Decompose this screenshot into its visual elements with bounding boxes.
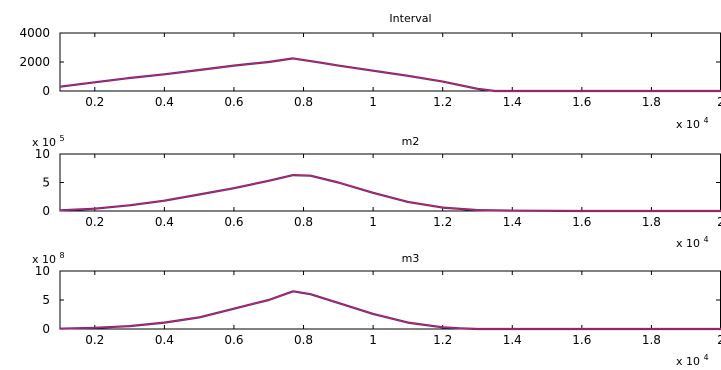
y-exponent-label: x 10 8	[32, 251, 65, 266]
x-tick-label: 1	[369, 95, 377, 109]
subplot-3: m30.20.40.60.811.21.41.61.820510x 10 8x …	[32, 251, 721, 368]
y-exponent-label: x 10 5	[32, 134, 65, 149]
x-tick-label: 2	[717, 215, 721, 229]
x-tick-label: 0.4	[155, 95, 174, 109]
series-line	[59, 57, 721, 92]
subplot-2: m20.20.40.60.811.21.41.61.820510x 10 5x …	[32, 134, 721, 250]
series-line	[59, 290, 721, 330]
x-tick-label: 0.2	[85, 333, 104, 347]
x-tick-label: 1.2	[433, 333, 452, 347]
x-tick-label: 1.6	[572, 95, 591, 109]
x-tick-label: 1	[369, 215, 377, 229]
x-tick-label: 0.8	[294, 95, 313, 109]
x-tick-label: 1.4	[503, 215, 522, 229]
y-exponent-power: 8	[60, 251, 65, 260]
x-exponent-label: x 10 4	[676, 116, 709, 131]
x-tick-label: 1.8	[642, 215, 661, 229]
x-exponent-base: x 10	[676, 118, 704, 131]
subplot-title: m3	[402, 252, 420, 265]
x-exponent-base: x 10	[676, 237, 704, 250]
x-tick-label: 1.4	[503, 333, 522, 347]
y-exponent-power: 5	[60, 134, 65, 143]
x-tick-label: 0.4	[155, 333, 174, 347]
x-exponent-label: x 10 4	[676, 235, 709, 250]
x-tick-label: 0.8	[294, 215, 313, 229]
x-tick-label: 0.2	[85, 215, 104, 229]
y-exponent-base: x 10	[32, 136, 60, 149]
x-tick-label: 0.6	[224, 95, 243, 109]
y-tick-label: 0	[42, 204, 50, 218]
y-tick-label: 10	[35, 147, 50, 161]
axes-box	[59, 153, 721, 212]
x-exponent-base: x 10	[676, 355, 704, 368]
x-tick-label: 1.2	[433, 95, 452, 109]
x-exponent-label: x 10 4	[676, 353, 709, 368]
y-tick-label: 2000	[19, 55, 50, 69]
x-exponent-power: 4	[704, 235, 709, 244]
x-tick-label: 0.6	[224, 333, 243, 347]
y-tick-label: 0	[42, 322, 50, 336]
x-tick-label: 1.8	[642, 333, 661, 347]
x-tick-label: 2	[717, 333, 721, 347]
x-exponent-power: 4	[704, 353, 709, 362]
x-tick-label: 1.6	[572, 333, 591, 347]
x-tick-label: 2	[717, 95, 721, 109]
x-tick-label: 1.6	[572, 215, 591, 229]
y-tick-label: 10	[35, 264, 50, 278]
axes-box	[59, 270, 721, 330]
x-tick-label: 0.4	[155, 215, 174, 229]
y-tick-label: 0	[42, 84, 50, 98]
y-tick-label: 4000	[19, 26, 50, 40]
x-tick-label: 0.6	[224, 215, 243, 229]
x-tick-label: 0.8	[294, 333, 313, 347]
y-exponent-base: x 10	[32, 253, 60, 266]
x-tick-label: 0.2	[85, 95, 104, 109]
series-line	[59, 174, 721, 212]
x-tick-label: 1.8	[642, 95, 661, 109]
y-tick-label: 5	[42, 293, 50, 307]
subplot-title: Interval	[389, 12, 431, 25]
x-exponent-power: 4	[704, 116, 709, 125]
axes-box	[59, 32, 721, 92]
x-tick-label: 1.2	[433, 215, 452, 229]
x-tick-label: 1.4	[503, 95, 522, 109]
subplot-title: m2	[402, 135, 420, 148]
y-tick-label: 5	[42, 176, 50, 190]
subplot-1: Interval 0.2 0.4 0.6 0.8 1 1.2 1.4 1.6 1.8 2 0 2000 4…	[19, 12, 721, 131]
x-tick-label: 1	[369, 333, 377, 347]
